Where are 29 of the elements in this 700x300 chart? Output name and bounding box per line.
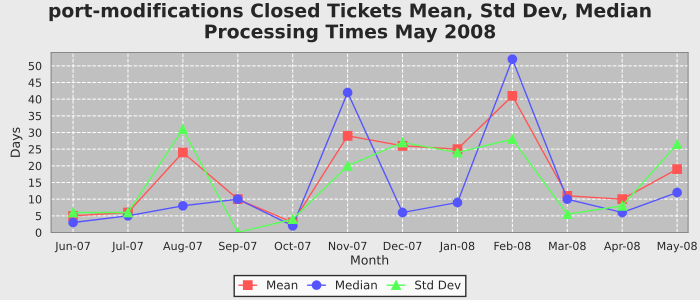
x-tick-label: Jul-07 (112, 242, 143, 252)
y-axis-title: Days (10, 128, 22, 157)
legend-label: Median (336, 280, 377, 290)
x-tick-label: Apr-08 (604, 242, 640, 252)
x-tick-label: Jan-08 (439, 242, 474, 252)
x-tick-label: Sep-07 (218, 242, 256, 252)
x-tick-label: Aug-07 (163, 242, 202, 252)
y-tick-label: 50 (28, 62, 42, 70)
y-tick-label: 10 (29, 195, 42, 204)
x-axis-title: Month (351, 255, 388, 265)
x-tick-label: Nov-07 (328, 242, 366, 250)
y-tick-label: 30 (28, 128, 42, 137)
x-tick-label: May-08 (658, 242, 697, 252)
y-tick-label: 5 (36, 212, 42, 220)
chart-title: port-modifications Closed Tickets Mean, Std Dev, Median Processing Times May 2008 (50, 3, 651, 42)
y-tick-label: 15 (29, 178, 42, 187)
y-tick-label: 45 (28, 78, 42, 87)
x-tick-label: Oct-07 (274, 242, 310, 250)
y-tick-label: 35 (28, 112, 42, 120)
legend-label: Std Dev (415, 280, 461, 290)
x-tick-label: Jun-07 (54, 242, 90, 252)
y-tick-label: 0 (36, 228, 42, 237)
y-tick-label: 20 (28, 162, 42, 170)
x-tick-label: Feb-08 (494, 242, 531, 250)
x-tick-label: Mar-08 (549, 242, 586, 250)
legend-label: Mean (267, 280, 298, 290)
y-tick-label: 25 (28, 145, 42, 154)
x-tick-label: Dec-07 (384, 242, 422, 250)
y-tick-label: 40 (28, 95, 42, 104)
